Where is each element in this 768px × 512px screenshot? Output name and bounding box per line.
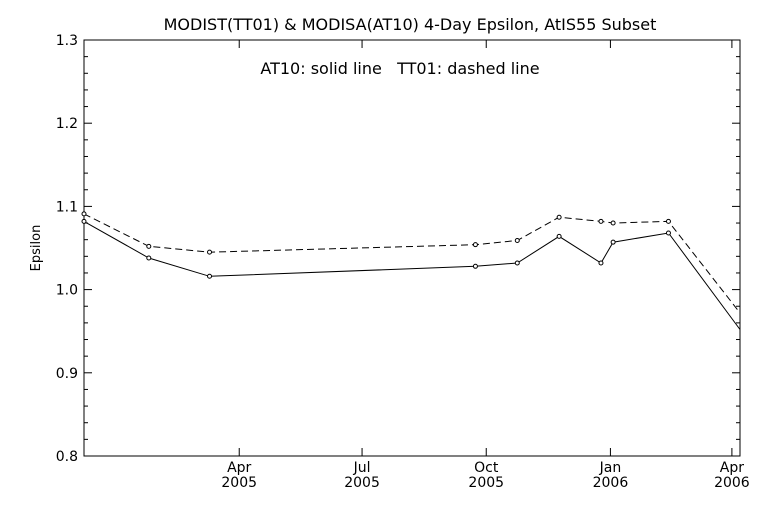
series-line-tt01: [83, 213, 741, 314]
data-point-at10: [598, 260, 604, 266]
x-tick-label-year: 2005: [468, 475, 504, 491]
data-point-at10: [146, 255, 152, 261]
series-layer: [81, 211, 741, 330]
data-point-tt01: [598, 218, 604, 224]
x-tick-label-month: Jan: [599, 460, 622, 476]
data-point-at10: [472, 263, 478, 269]
x-tick-label-year: 2006: [714, 475, 750, 491]
data-point-at10: [81, 218, 87, 224]
data-point-tt01: [610, 220, 616, 226]
y-tick-label: 0.9: [56, 366, 78, 382]
data-point-tt01: [81, 211, 87, 217]
y-tick-label: 0.8: [56, 449, 78, 465]
x-tick-label-year: 2006: [593, 475, 629, 491]
y-tick-label: 1.2: [56, 116, 78, 132]
y-tick-label: 1.0: [56, 283, 78, 299]
x-tick-label-month: Apr: [227, 460, 251, 476]
y-axis: 0.8 0.9 1.0 1.1 1.2 1.3: [56, 33, 740, 465]
data-point-tt01: [146, 243, 152, 249]
y-tick-label: 1.3: [56, 33, 78, 49]
data-point-at10: [207, 273, 213, 279]
data-point-tt01: [472, 242, 478, 248]
x-tick-label-month: Jul: [353, 460, 371, 476]
y-tick-label: 1.1: [56, 199, 78, 215]
x-tick-label-year: 2005: [344, 475, 380, 491]
x-tick-label-month: Oct: [474, 460, 499, 476]
plot-frame: [83, 39, 741, 457]
data-point-tt01: [556, 214, 562, 220]
series-line-at10: [83, 220, 741, 330]
data-point-tt01: [207, 249, 213, 255]
data-point-at10: [610, 239, 616, 245]
data-point-at10: [665, 230, 671, 236]
chart-title: MODIST(TT01) & MODISA(AT10) 4-Day Epsilo…: [164, 15, 657, 34]
y-axis-title: Epsilon: [29, 225, 44, 272]
data-point-tt01: [665, 218, 671, 224]
data-point-at10: [514, 260, 520, 266]
data-point-at10: [556, 233, 562, 239]
x-tick-label-year: 2005: [221, 475, 257, 491]
data-point-tt01: [514, 238, 520, 244]
x-tick-label-month: Apr: [720, 460, 744, 476]
line-style-annotation: AT10: solid line TT01: dashed line: [260, 59, 539, 78]
